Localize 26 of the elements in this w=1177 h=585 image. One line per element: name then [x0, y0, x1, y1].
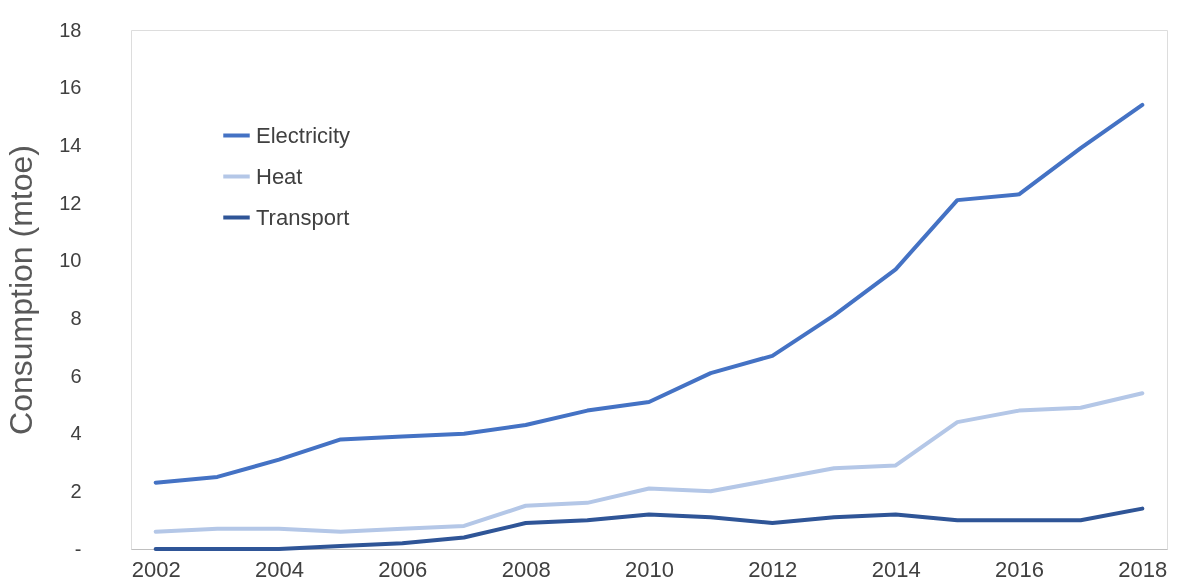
x-tick-label: 2006 — [378, 556, 428, 582]
y-tick-label: 18 — [59, 18, 82, 41]
x-tick-label: 2008 — [501, 556, 551, 582]
y-tick-label: 16 — [59, 76, 82, 99]
legend-label: Heat — [256, 163, 303, 189]
y-tick-label: 10 — [59, 249, 82, 272]
y-tick-label: 14 — [59, 133, 82, 156]
y-axis-title: Consumption (mtoe) — [3, 145, 40, 435]
line-series — [153, 506, 1145, 551]
line-series — [153, 102, 1145, 485]
y-tick-label: 8 — [70, 306, 82, 329]
x-tick-label: 2012 — [748, 556, 798, 582]
x-tick-label: 2018 — [1118, 556, 1168, 582]
y-tick-label: - — [74, 537, 82, 560]
legend-label: Electricity — [256, 122, 351, 148]
x-tick-label: 2004 — [255, 556, 304, 582]
line-series — [153, 391, 1145, 534]
x-tick-label: 2016 — [995, 556, 1044, 582]
x-tick-label: 2014 — [871, 556, 921, 582]
x-tick-label: 2010 — [625, 556, 674, 582]
y-tick-label: 4 — [70, 422, 82, 445]
y-tick-label: 12 — [59, 191, 82, 214]
x-tick-label: 2002 — [131, 556, 181, 582]
legend-label: Transport — [256, 204, 350, 230]
y-tick-label: 6 — [70, 364, 82, 387]
y-tick-label: 2 — [70, 479, 82, 502]
